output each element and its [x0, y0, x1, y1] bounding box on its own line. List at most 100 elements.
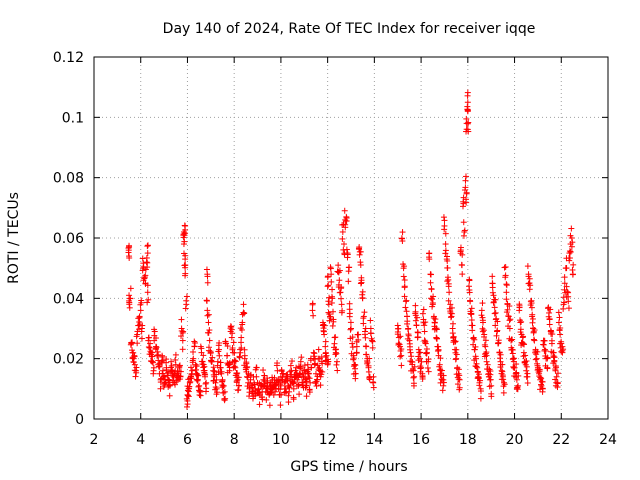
data-point	[152, 335, 159, 342]
data-point	[425, 356, 432, 363]
data-point	[177, 373, 184, 380]
data-point	[205, 329, 212, 336]
data-point	[160, 373, 167, 380]
data-point	[307, 379, 314, 386]
data-point	[509, 336, 516, 343]
data-point	[473, 360, 480, 367]
data-point	[127, 285, 134, 292]
data-point	[209, 354, 216, 361]
data-point	[369, 338, 376, 345]
data-point	[236, 353, 243, 360]
data-point	[165, 369, 172, 376]
data-point	[204, 307, 211, 314]
data-point	[339, 235, 346, 242]
data-point	[204, 312, 211, 319]
data-point	[309, 307, 316, 314]
data-point	[440, 382, 447, 389]
data-point	[194, 371, 201, 378]
data-point	[492, 322, 499, 329]
data-point	[474, 368, 481, 375]
data-point	[489, 289, 496, 296]
data-point	[219, 382, 226, 389]
data-point	[479, 328, 486, 335]
data-point	[568, 243, 575, 250]
data-point	[325, 298, 332, 305]
data-point	[141, 274, 148, 281]
data-point	[344, 251, 351, 258]
data-point	[311, 353, 318, 360]
data-point	[157, 379, 164, 386]
data-point	[429, 299, 436, 306]
data-point	[238, 345, 245, 352]
data-point	[424, 364, 431, 371]
data-point	[460, 232, 467, 239]
data-point	[213, 376, 220, 383]
data-point	[260, 376, 267, 383]
data-point	[516, 302, 523, 309]
data-point	[241, 346, 248, 353]
data-point	[395, 325, 402, 332]
data-point	[155, 351, 162, 358]
data-point	[489, 280, 496, 287]
data-point	[187, 378, 194, 385]
data-point	[502, 263, 509, 270]
data-point	[306, 375, 313, 382]
data-point	[156, 363, 163, 370]
data-point	[449, 320, 456, 327]
data-point	[201, 371, 208, 378]
data-point	[472, 343, 479, 350]
data-point	[159, 370, 166, 377]
data-point	[483, 349, 490, 356]
data-point	[544, 365, 551, 372]
data-point	[465, 128, 472, 135]
data-point	[184, 401, 191, 408]
data-point	[532, 356, 539, 363]
data-point	[472, 353, 479, 360]
data-point	[325, 309, 332, 316]
data-point	[455, 376, 462, 383]
data-point	[324, 283, 331, 290]
data-point	[326, 294, 333, 301]
data-point	[274, 360, 281, 367]
data-point	[229, 330, 236, 337]
data-point	[138, 335, 145, 342]
data-point	[206, 337, 213, 344]
data-point	[150, 364, 157, 371]
data-point	[539, 385, 546, 392]
data-point	[314, 376, 321, 383]
data-point	[334, 367, 341, 374]
data-point	[130, 349, 137, 356]
data-point	[131, 353, 138, 360]
data-point	[206, 327, 213, 334]
data-point	[356, 248, 363, 255]
data-point	[285, 392, 292, 399]
data-point	[430, 293, 437, 300]
data-point	[329, 286, 336, 293]
data-point	[446, 289, 453, 296]
x-tick-label: 10	[272, 432, 290, 448]
data-point	[133, 364, 140, 371]
data-point	[367, 317, 374, 324]
data-point	[538, 375, 545, 382]
data-point	[342, 221, 349, 228]
data-point	[333, 361, 340, 368]
data-point	[310, 349, 317, 356]
data-point	[157, 385, 164, 392]
data-point	[491, 304, 498, 311]
data-point	[252, 366, 259, 373]
data-point	[347, 326, 354, 333]
data-point	[132, 373, 139, 380]
data-point	[559, 347, 566, 354]
data-point	[398, 352, 405, 359]
data-point	[290, 380, 297, 387]
data-point	[125, 247, 132, 254]
data-point	[365, 362, 372, 369]
data-point	[224, 352, 231, 359]
data-point	[465, 119, 472, 126]
data-point	[238, 339, 245, 346]
data-point	[523, 358, 530, 365]
data-point	[287, 368, 294, 375]
data-point	[482, 343, 489, 350]
data-point	[301, 366, 308, 373]
data-point	[187, 364, 194, 371]
